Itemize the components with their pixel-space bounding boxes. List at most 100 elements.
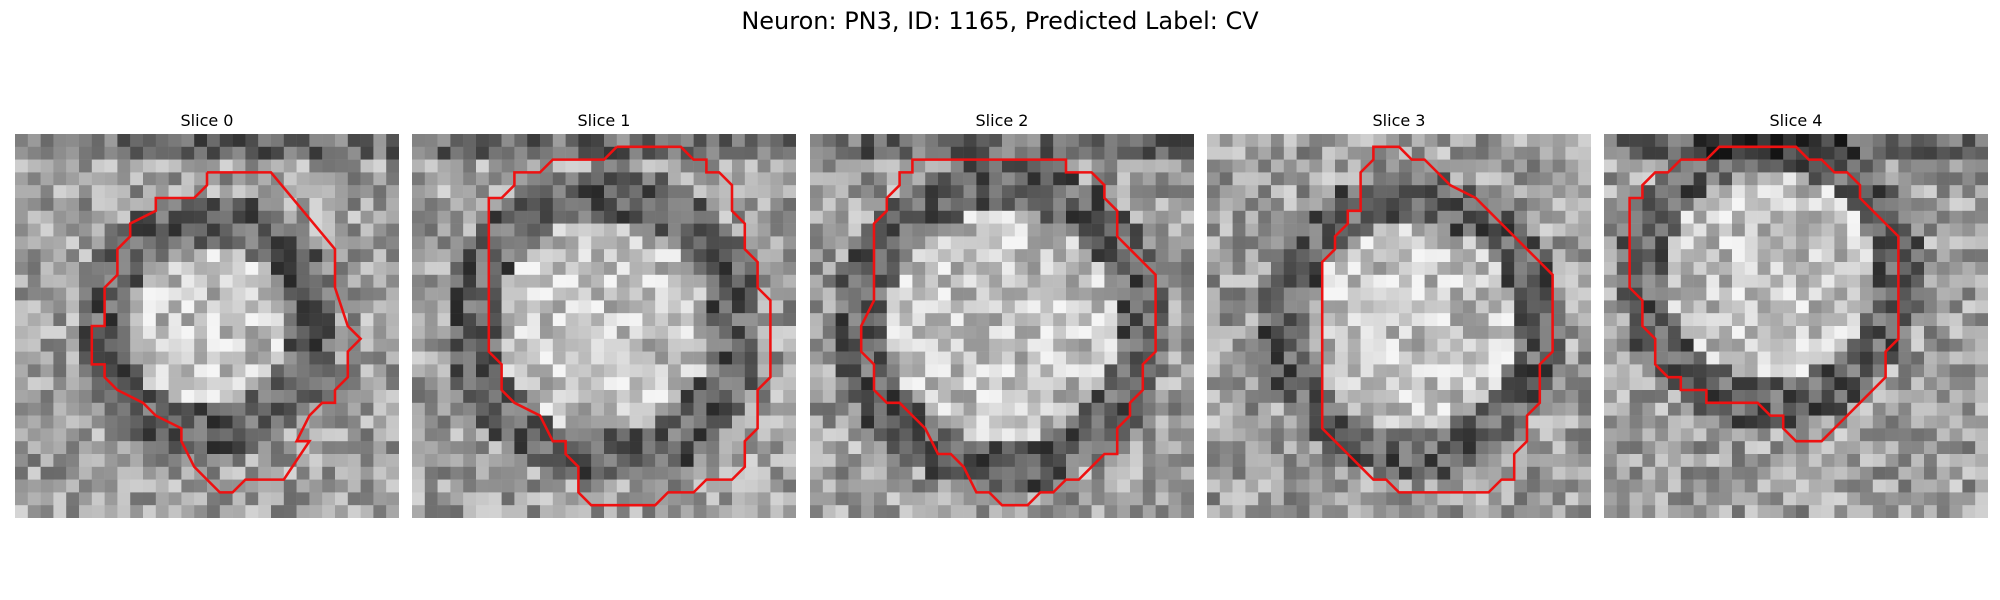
image-pixel	[732, 249, 746, 263]
image-pixel	[744, 326, 758, 340]
image-pixel	[1424, 262, 1438, 276]
image-pixel	[591, 441, 605, 455]
image-pixel	[655, 454, 669, 468]
image-pixel	[1322, 390, 1336, 404]
image-pixel	[706, 249, 720, 263]
image-pixel	[1027, 351, 1041, 365]
image-pixel	[1360, 428, 1374, 442]
image-pixel	[1437, 466, 1451, 480]
image-pixel	[1757, 377, 1771, 391]
image-pixel	[642, 262, 656, 276]
image-pixel	[963, 326, 977, 340]
image-pixel	[1744, 223, 1758, 237]
image-pixel	[1258, 249, 1272, 263]
image-pixel	[501, 159, 515, 173]
image-pixel	[1629, 274, 1643, 288]
image-pixel	[373, 351, 387, 365]
image-pixel	[861, 402, 875, 416]
image-pixel	[1360, 479, 1374, 493]
image-pixel	[899, 377, 913, 391]
image-pixel	[476, 402, 490, 416]
image-pixel	[1450, 134, 1464, 148]
image-pixel	[1770, 249, 1784, 263]
image-pixel	[15, 249, 29, 263]
image-pixel	[1386, 492, 1400, 506]
image-pixel	[386, 287, 399, 301]
image-pixel	[1847, 415, 1861, 429]
image-pixel	[1847, 159, 1861, 173]
image-pixel	[1181, 274, 1194, 288]
image-pixel	[1885, 287, 1899, 301]
image-pixel	[322, 274, 336, 288]
image-pixel	[680, 466, 694, 480]
image-pixel	[1680, 479, 1694, 493]
image-pixel	[874, 287, 888, 301]
image-pixel	[616, 134, 630, 148]
image-pixel	[271, 223, 285, 237]
image-pixel	[1975, 236, 1988, 250]
image-pixel	[91, 287, 105, 301]
image-pixel	[271, 338, 285, 352]
image-pixel	[565, 223, 579, 237]
image-pixel	[412, 223, 426, 237]
image-pixel	[757, 326, 771, 340]
image-pixel	[463, 287, 477, 301]
image-pixel	[283, 441, 297, 455]
image-pixel	[1847, 287, 1861, 301]
image-pixel	[527, 159, 541, 173]
image-pixel	[1245, 338, 1259, 352]
image-pixel	[1155, 185, 1169, 199]
image-pixel	[976, 313, 990, 327]
image-pixel	[680, 364, 694, 378]
image-pixel	[245, 287, 259, 301]
image-pixel	[1271, 466, 1285, 480]
image-pixel	[1463, 210, 1477, 224]
image-pixel	[1296, 466, 1310, 480]
image-pixel	[104, 134, 118, 148]
image-pixel	[899, 249, 913, 263]
image-pixel	[309, 479, 323, 493]
image-pixel	[1258, 454, 1272, 468]
image-pixel	[1335, 146, 1349, 160]
image-pixel	[1539, 454, 1553, 468]
image-pixel	[1399, 351, 1413, 365]
image-pixel	[1706, 492, 1720, 506]
image-pixel	[1027, 466, 1041, 480]
image-pixel	[1834, 198, 1848, 212]
image-pixel	[53, 185, 67, 199]
image-pixel	[1117, 262, 1131, 276]
image-pixel	[1309, 326, 1323, 340]
image-pixel	[1014, 338, 1028, 352]
image-pixel	[540, 505, 554, 518]
image-pixel	[668, 300, 682, 314]
image-pixel	[668, 428, 682, 442]
image-pixel	[501, 454, 515, 468]
image-pixel	[245, 223, 259, 237]
image-pixel	[1757, 262, 1771, 276]
image-pixel	[1616, 262, 1630, 276]
image-pixel	[1296, 402, 1310, 416]
image-pixel	[143, 313, 157, 327]
image-pixel	[616, 466, 630, 480]
image-pixel	[770, 326, 784, 340]
image-pixel	[1757, 300, 1771, 314]
image-pixel	[1975, 351, 1988, 365]
image-pixel	[450, 441, 464, 455]
image-pixel	[450, 313, 464, 327]
image-pixel	[412, 479, 426, 493]
image-pixel	[1552, 287, 1566, 301]
image-pixel	[616, 492, 630, 506]
image-pixel	[1386, 134, 1400, 148]
image-pixel	[1732, 377, 1746, 391]
image-pixel	[1872, 146, 1886, 160]
image-pixel	[1335, 198, 1349, 212]
image-pixel	[271, 390, 285, 404]
image-pixel	[744, 159, 758, 173]
image-pixel	[91, 415, 105, 429]
image-pixel	[309, 172, 323, 186]
image-pixel	[412, 454, 426, 468]
image-pixel	[1629, 390, 1643, 404]
image-pixel	[1911, 313, 1925, 327]
image-pixel	[1860, 262, 1874, 276]
image-pixel	[476, 390, 490, 404]
